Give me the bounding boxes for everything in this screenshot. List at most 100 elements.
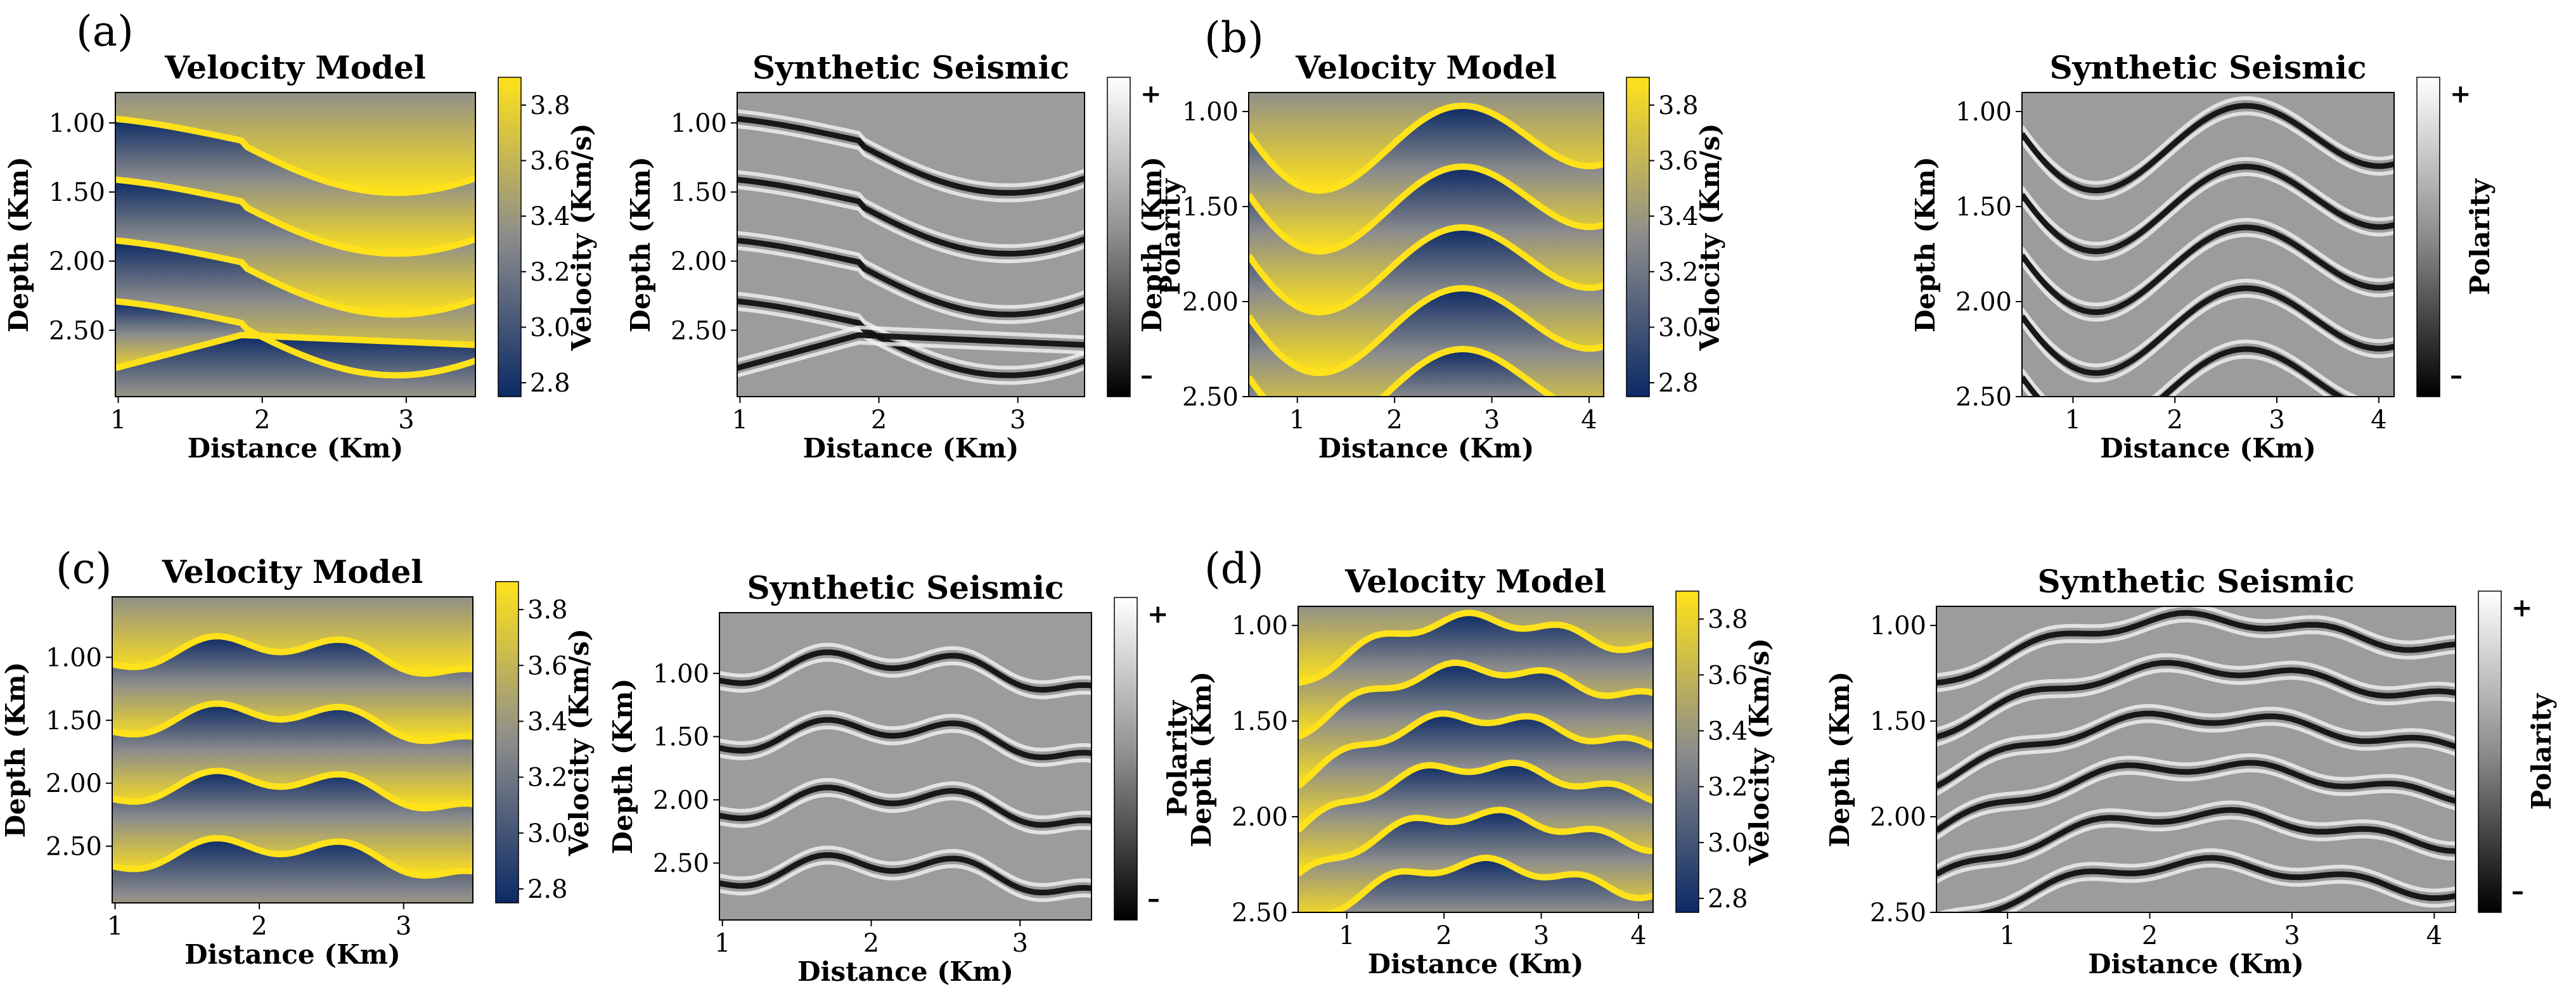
y-tick-label: 1.50 — [671, 178, 727, 207]
y-axis-label: Depth (Km) — [607, 679, 638, 855]
seismic-title: Synthetic Seismic — [747, 569, 1064, 606]
y-tick-label: 2.50 — [1182, 383, 1239, 412]
velocity-interface — [112, 767, 473, 812]
y-tick-label: 2.00 — [653, 786, 709, 815]
velocity-interface — [112, 700, 473, 744]
x-tick-label: 1 — [1289, 405, 1305, 435]
y-axis-label: Depth (Km) — [1910, 156, 1941, 333]
seismic-reflector — [737, 238, 1085, 317]
seismic-reflector — [2005, 863, 2456, 912]
y-tick-label: 1.00 — [1955, 98, 2012, 127]
velocity-layer — [112, 770, 473, 876]
x-axis-label: Distance (Km) — [803, 433, 1019, 464]
seismic-reflector — [1972, 855, 2456, 912]
seismic-title: Synthetic Seismic — [2037, 563, 2354, 600]
polarity-plus: + — [1140, 79, 1162, 109]
velocity-interface — [1298, 660, 1653, 740]
y-tick-label: 1.50 — [1955, 193, 2012, 222]
velocity-interface — [115, 237, 475, 318]
y-tick-label: 2.00 — [1955, 288, 2012, 317]
seismic-reflector — [1936, 710, 2456, 789]
velocity-interface — [112, 834, 473, 879]
y-tick-label: 2.00 — [671, 247, 727, 276]
velocity-interface — [115, 331, 475, 371]
colorbar-tick-label: 3.0 — [530, 313, 570, 342]
colorbar-tick-label: 3.2 — [530, 258, 570, 287]
colorbar-tick-label: 2.8 — [1708, 884, 1748, 914]
x-axis-label: Distance (Km) — [188, 433, 404, 464]
seismic-reflector — [737, 109, 1085, 188]
velocity-image — [112, 597, 473, 903]
seismic-reflector — [1936, 606, 2456, 677]
seismic-reflector — [1936, 807, 2456, 877]
y-tick-label: 2.50 — [671, 316, 727, 345]
seismic-reflector — [2022, 103, 2394, 194]
seismic-reflector — [719, 658, 1092, 699]
polarity-colorbar — [1107, 77, 1131, 397]
panel-label: (c) — [56, 544, 112, 593]
seismic-reflector — [1936, 753, 2456, 825]
synthetic-seismic-plot: 1 2 3 1.00 1.50 2.00 2.50 Synthetic Seismic Dist… — [607, 569, 1193, 987]
y-tick-label: 1.00 — [1182, 98, 1239, 127]
x-tick-label: 2 — [871, 405, 887, 435]
seismic-reflector — [2022, 172, 2394, 261]
velocity-image — [115, 93, 475, 397]
seismic-title: Synthetic Seismic — [752, 49, 1069, 86]
y-tick-label: 1.00 — [671, 109, 727, 138]
y-tick-label: 1.00 — [49, 109, 105, 138]
seismic-reflector — [1936, 768, 2456, 840]
panel-c: (c) 1 2 3 1.00 1.50 2.00 2.50 Velocity Model Dist… — [0, 544, 1193, 987]
x-tick-label: 4 — [1581, 405, 1597, 435]
seismic-reflector — [737, 246, 1085, 324]
y-tick-label: 1.50 — [1870, 707, 1926, 736]
velocity-colorbar — [495, 581, 519, 903]
seismic-reflector — [1936, 610, 2456, 686]
panel-label: (d) — [1204, 544, 1264, 593]
panel-label: (b) — [1204, 13, 1264, 62]
seismic-image — [719, 613, 1092, 920]
seismic-reflector — [737, 177, 1085, 257]
y-tick-label: 1.00 — [46, 643, 102, 672]
colorbar-tick-label: 2.8 — [527, 875, 568, 904]
y-axis-label: Depth (Km) — [1824, 672, 1855, 848]
seismic-reflector — [719, 725, 1092, 767]
x-tick-label: 1 — [2065, 405, 2081, 435]
colorbar-label: Polarity — [1162, 699, 1193, 817]
colorbar-tick-label: 2.8 — [1658, 369, 1699, 398]
plot-frame — [115, 92, 476, 397]
velocity-model-plot: 1 2 3 1.00 1.50 2.00 2.50 Velocity Model Distanc… — [3, 49, 597, 464]
colorbar-tick-label: 3.6 — [1658, 146, 1699, 176]
colorbar-tick-label: 2.8 — [530, 369, 570, 398]
velocity-layer — [1334, 857, 1653, 912]
seismic-reflector — [2022, 339, 2361, 397]
seismic-reflector — [737, 307, 1085, 385]
plot-frame — [1936, 606, 2456, 913]
x-tick-label: 1 — [107, 912, 123, 941]
velocity-interface — [1298, 610, 1653, 686]
seismic-reflector — [2022, 293, 2394, 383]
y-tick-label: 2.00 — [1232, 803, 1288, 832]
y-tick-label: 2.50 — [1955, 383, 2012, 412]
x-tick-label: 2 — [1436, 921, 1452, 950]
seismic-reflector — [1936, 815, 2456, 884]
colorbar-tick-label: 3.4 — [1708, 717, 1748, 746]
colorbar-label: Velocity (Km/s) — [1694, 123, 1725, 351]
synthetic-seismic-plot: 1 2 3 4 1.00 1.50 2.00 2.50 Synthetic Seismic Dis… — [1910, 49, 2496, 464]
x-tick-label: 3 — [1012, 929, 1028, 958]
colorbar-tick-label: 3.0 — [527, 819, 568, 848]
plot-frame — [737, 92, 1085, 397]
seismic-reflector — [737, 298, 1085, 378]
polarity-plus: + — [2511, 593, 2533, 623]
colorbar-tick-label: 3.2 — [1658, 258, 1699, 287]
seismic-reflector — [1936, 653, 2456, 732]
colorbar-tick-label: 3.8 — [527, 596, 568, 625]
colorbar-tick-label: 3.4 — [1658, 202, 1699, 231]
panel-a: (a) 1 2 3 1.00 1.50 2.00 2.50 Velocity Model Dist… — [3, 7, 1186, 464]
seismic-reflector — [737, 116, 1085, 196]
y-tick-label: 2.50 — [1232, 898, 1288, 928]
seismic-image — [737, 93, 1085, 397]
velocity-layer — [115, 118, 475, 254]
seismic-reflector — [719, 717, 1092, 760]
seismic-reflector — [737, 332, 1085, 371]
velocity-interface — [1298, 710, 1653, 789]
